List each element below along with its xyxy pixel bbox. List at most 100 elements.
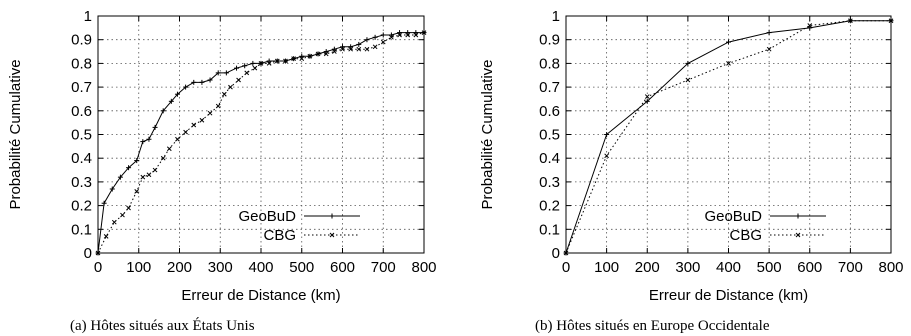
data-point <box>191 122 197 128</box>
data-point <box>291 56 296 62</box>
x-tick-label: 300 <box>675 259 700 276</box>
data-point <box>329 232 335 238</box>
data-point <box>848 18 853 24</box>
data-point <box>183 129 188 135</box>
y-tick-label: 0.8 <box>539 55 560 72</box>
x-axis-label: Erreur de Distance (km) <box>181 287 340 304</box>
series-geobud <box>95 30 427 256</box>
data-point <box>563 250 569 256</box>
data-point <box>126 205 131 211</box>
plot-frame <box>97 15 425 254</box>
data-point <box>252 65 258 71</box>
y-tick-label: 0.4 <box>539 150 560 167</box>
data-point <box>604 153 609 159</box>
data-point <box>356 46 362 52</box>
data-point <box>258 61 264 66</box>
data-point <box>766 46 772 52</box>
data-point <box>111 219 117 225</box>
series-cbg <box>563 18 894 256</box>
data-point <box>397 32 402 38</box>
x-tick-label: 800 <box>878 259 903 276</box>
y-tick-label: 0 <box>552 245 560 262</box>
data-point <box>340 46 345 52</box>
y-tick-label: 0.7 <box>539 79 560 96</box>
data-point <box>120 212 125 218</box>
data-point <box>644 94 650 99</box>
data-point <box>199 117 205 123</box>
y-tick-label: 0.2 <box>539 198 560 215</box>
y-tick-label: 0.6 <box>71 103 92 120</box>
x-tick-label: 500 <box>757 259 782 276</box>
x-tick-label: 300 <box>208 259 233 276</box>
x-tick-label: 700 <box>838 259 863 276</box>
data-point <box>413 32 419 38</box>
legend-entry-label: CBG <box>729 227 762 244</box>
x-tick-label: 200 <box>167 259 192 276</box>
legend-entry-label: CBG <box>263 227 296 244</box>
x-tick-label: 500 <box>289 259 314 276</box>
data-point <box>283 58 288 64</box>
data-point <box>236 77 241 83</box>
x-tick-label: 600 <box>797 259 822 276</box>
plot-frame <box>565 15 892 254</box>
data-point <box>421 30 427 35</box>
data-point <box>348 46 354 52</box>
y-tick-label: 0.9 <box>539 32 560 49</box>
x-tick-label: 0 <box>562 259 570 276</box>
y-tick-label: 1 <box>552 8 560 25</box>
data-point <box>323 51 329 57</box>
x-tick-label: 100 <box>594 259 619 276</box>
data-point <box>888 18 894 24</box>
x-tick-label: 200 <box>635 259 660 276</box>
data-point <box>685 77 691 83</box>
data-point <box>103 234 109 239</box>
x-tick-label: 100 <box>126 259 151 276</box>
y-tick-label: 0.9 <box>71 32 92 49</box>
series-cbg <box>95 30 427 256</box>
x-axis-label: Erreur de Distance (km) <box>649 287 808 304</box>
data-point <box>152 167 158 173</box>
y-tick-label: 0 <box>84 245 92 262</box>
data-point <box>299 56 305 62</box>
y-tick-label: 1 <box>84 8 92 25</box>
data-point <box>331 49 337 54</box>
legend: GeoBuD CBG <box>704 208 826 244</box>
figure-caption: (b) Hôtes situés en Europe Occidentale <box>535 318 770 334</box>
data-point <box>380 39 386 45</box>
y-axis-label: Probabilité Cumulative <box>7 59 24 209</box>
y-tick-label: 0.6 <box>539 103 560 120</box>
data-point <box>221 91 227 97</box>
data-point <box>160 155 166 161</box>
data-point <box>215 103 221 109</box>
legend-entry-label: GeoBuD <box>704 208 762 225</box>
y-tick-label: 0.5 <box>539 127 560 144</box>
legend-entry-label: GeoBuD <box>238 208 296 225</box>
x-tick-label: 400 <box>716 259 741 276</box>
data-point <box>364 46 370 52</box>
y-tick-label: 0.1 <box>539 221 560 238</box>
x-tick-label: 800 <box>411 259 436 276</box>
data-point <box>266 61 272 66</box>
data-point <box>134 189 140 194</box>
data-point <box>807 23 813 28</box>
data-point <box>207 110 213 116</box>
data-point <box>95 250 101 256</box>
data-point <box>146 172 152 178</box>
x-tick-label: 700 <box>371 259 396 276</box>
y-axis-label: Probabilité Cumulative <box>479 59 496 209</box>
chart-a: 0 0.1 0.2 0.3 0.4 0.5 0.6 0.7 0.8 0.9 1 0 100 200 300 4… <box>7 8 437 334</box>
y-tick-label: 0.3 <box>71 174 92 191</box>
data-point <box>405 32 411 38</box>
data-point <box>244 70 250 76</box>
chart-b: 0 0.1 0.2 0.3 0.4 0.5 0.6 0.7 0.8 0.9 1 0 100 200 300 4… <box>479 8 904 334</box>
y-tick-label: 0.5 <box>71 127 92 144</box>
data-point <box>726 61 731 66</box>
y-tick-label: 0.1 <box>71 221 92 238</box>
y-tick-label: 0.4 <box>71 150 92 167</box>
x-tick-label: 600 <box>330 259 355 276</box>
data-point <box>389 34 394 40</box>
legend: GeoBuD CBG <box>238 208 360 244</box>
data-point <box>372 44 378 50</box>
data-point <box>315 51 321 57</box>
